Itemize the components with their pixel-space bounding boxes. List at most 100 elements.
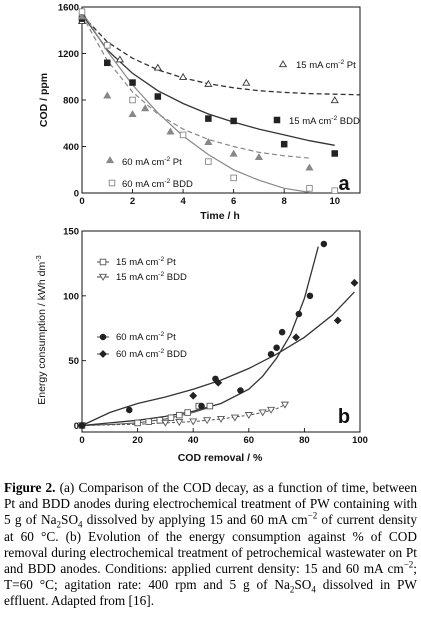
legend-label: 15 mA cm-2 BDD [116, 271, 187, 283]
legend-label: 60 mA cm-2 Pt [116, 331, 176, 343]
data-point [203, 417, 212, 425]
x-tick-label: 4 [180, 196, 186, 207]
data-point [205, 158, 212, 165]
legend-marker [98, 273, 108, 281]
data-point [244, 412, 253, 419]
y-tick-label: 800 [63, 96, 79, 107]
caption-sub-3: 2 [289, 584, 295, 595]
data-point [176, 411, 183, 419]
x-tick-label: 20 [132, 435, 143, 446]
caption-sub-2: 4 [78, 520, 83, 531]
data-point [126, 406, 133, 414]
caption-text-2: dissolved by applying 15 and 60 mA cm [82, 512, 308, 528]
data-point [115, 55, 124, 63]
data-point [292, 333, 300, 342]
legend-label: 60 mA cm-2 BDD [116, 348, 187, 360]
x-tick-label: 80 [299, 435, 310, 446]
legend-marker [99, 258, 107, 266]
data-point [273, 344, 280, 351]
caption-sup-1: −2 [307, 510, 318, 521]
y-tick-label: 100 [63, 291, 79, 302]
data-point [145, 418, 152, 425]
data-point [350, 278, 359, 287]
y-tick-label: 0 [74, 421, 79, 432]
data-point [266, 406, 276, 414]
data-point [153, 63, 162, 71]
data-point [167, 414, 175, 421]
data-point [78, 8, 86, 15]
legend-marker [99, 333, 107, 341]
data-point [166, 127, 175, 135]
chart-panel-a: 0 2 4 6 8 10 0 400 800 1200 1600 Time / h COD / ppm a… [38, 3, 361, 222]
data-point [267, 350, 275, 358]
y-tick-label: 150 [63, 227, 79, 238]
figure-caption: Figure 2. (a) Comparison of the COD deca… [4, 480, 417, 610]
data-point [280, 140, 288, 148]
caption-text-1: (a) Comparison of the COD decay, as a fu… [4, 480, 417, 528]
panel-label: a [338, 173, 350, 195]
x-tick-label: 0 [79, 196, 84, 207]
data-point [104, 42, 111, 49]
x-tick-label: 8 [282, 196, 287, 207]
data-point [331, 150, 338, 157]
series-fit-line [81, 14, 361, 96]
caption-sub-1: 2 [56, 520, 62, 531]
data-point [306, 292, 314, 300]
data-point [230, 117, 237, 125]
data-point [331, 187, 338, 194]
x-tick-label: 6 [231, 196, 236, 207]
data-point [184, 409, 191, 416]
data-point [306, 185, 313, 192]
data-point [129, 96, 136, 104]
caption-figure-label: Figure 2. [4, 480, 56, 495]
caption-sub-4: 4 [311, 584, 316, 595]
chart-panel-b: 0 20 40 60 80 100 0 50 100 150 COD removal / % Ener… [34, 227, 368, 465]
x-tick-label: 100 [352, 435, 368, 446]
x-tick-label: 40 [188, 435, 199, 446]
caption-text-1b: SO [61, 512, 79, 528]
y-tick-label: 1200 [58, 49, 79, 60]
data-point [161, 419, 170, 427]
series-fit-line [81, 13, 335, 146]
data-point [134, 419, 141, 427]
series-fit-line [81, 11, 310, 193]
data-point [198, 402, 205, 410]
legend-marker [99, 350, 107, 358]
data-point [295, 310, 303, 318]
legend-marker [278, 60, 288, 68]
data-point [189, 391, 198, 400]
data-point [330, 96, 339, 104]
data-point [204, 79, 213, 87]
data-point [229, 149, 238, 157]
caption-sup-2: −2 [403, 559, 414, 570]
data-point [254, 153, 263, 161]
y-tick-label: 50 [68, 356, 79, 367]
data-point [237, 387, 244, 394]
caption-text-4b: SO [294, 577, 312, 593]
data-point [204, 137, 213, 145]
y-axis-label: COD / ppm [38, 73, 50, 127]
y-tick-label: 400 [63, 142, 79, 153]
data-point [333, 316, 342, 325]
caption-text-5: dissolved in PW effluent. Adapted from [… [4, 577, 417, 609]
data-point [104, 59, 111, 67]
x-tick-label: 2 [130, 196, 135, 207]
data-point [205, 115, 212, 122]
data-point [280, 401, 290, 409]
plot-frame [81, 230, 361, 433]
data-point [175, 419, 184, 427]
x-tick-label: 60 [244, 435, 255, 446]
data-point [278, 328, 286, 336]
x-tick-label: 10 [329, 196, 340, 207]
x-axis-label: Time / h [200, 210, 239, 222]
data-point [216, 415, 226, 423]
data-point [77, 12, 87, 20]
caption-text-4: ; T=60 °C; agitation rate: 400 rpm and 5… [4, 561, 417, 593]
data-point [230, 174, 237, 182]
legend-label: 15 mA cm-2 Pt [116, 256, 176, 268]
legend-label: 60 mA cm-2 Pt [122, 156, 182, 168]
data-point [179, 72, 188, 80]
y-tick-label: 0 [74, 189, 79, 200]
legend-marker [105, 156, 115, 164]
